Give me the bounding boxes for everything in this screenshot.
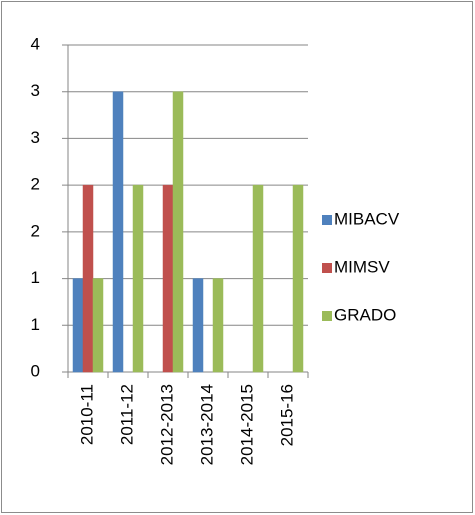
- x-tick-label: 2013-2014: [197, 384, 216, 465]
- x-tick-label: 2011-12: [117, 384, 136, 445]
- y-tick-label: 1: [31, 268, 40, 287]
- y-tick-label: 4: [31, 34, 40, 53]
- bar: [92, 278, 104, 373]
- x-tick-label: 2012-2013: [157, 384, 176, 465]
- y-tick-label: 0: [31, 361, 40, 380]
- legend-label: MIMSV: [334, 257, 390, 276]
- x-tick-label: 2014-2015: [237, 384, 256, 465]
- bar: [132, 184, 144, 373]
- y-tick-label: 2: [31, 221, 40, 240]
- bar: [292, 184, 304, 373]
- legend-swatch: [322, 311, 332, 321]
- bar: [192, 278, 204, 373]
- bar: [82, 184, 94, 373]
- bar: [252, 184, 264, 373]
- x-tick-label: 2015-16: [277, 384, 296, 446]
- legend-label: MIBACV: [334, 209, 400, 228]
- bar: [72, 278, 84, 373]
- x-tick-label: 2010-11: [77, 384, 96, 445]
- bar: [172, 91, 184, 373]
- legend-label: GRADO: [334, 305, 396, 324]
- legend-swatch: [322, 263, 332, 273]
- y-tick-label: 3: [31, 128, 40, 147]
- bar: [112, 91, 124, 373]
- bar: [212, 278, 224, 373]
- y-tick-label: 1: [31, 315, 40, 334]
- bar: [162, 184, 174, 373]
- legend-swatch: [322, 215, 332, 225]
- y-tick-label: 3: [31, 81, 40, 100]
- y-tick-label: 2: [31, 175, 40, 194]
